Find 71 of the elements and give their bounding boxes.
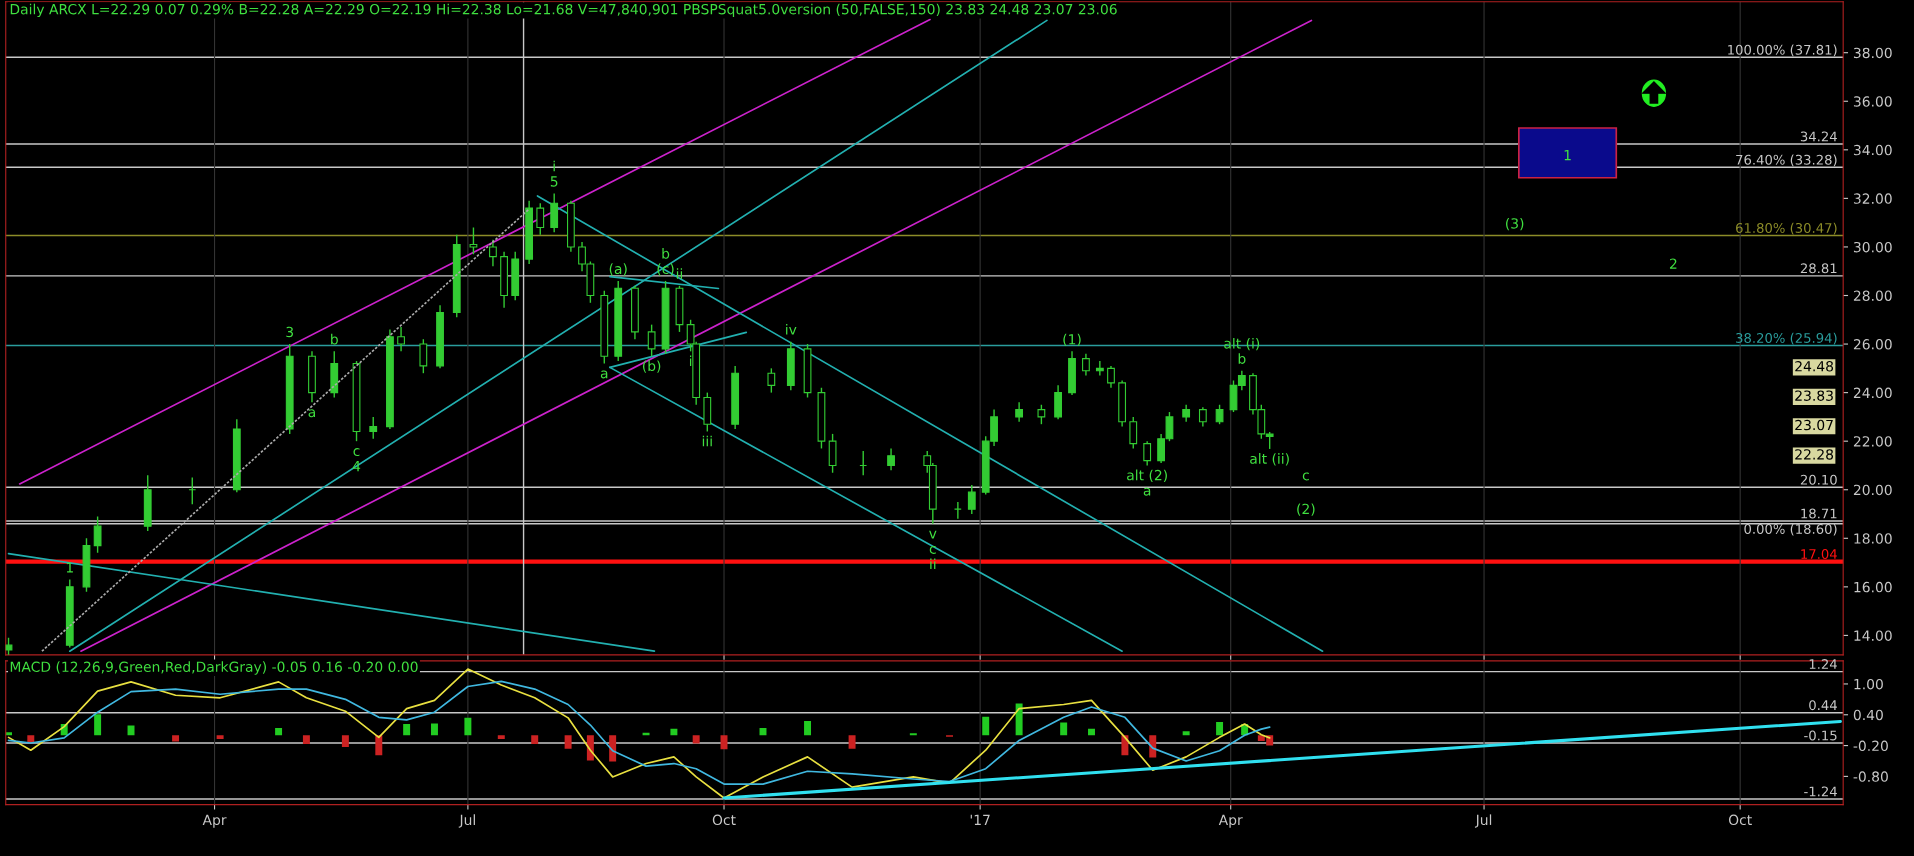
annotation: a [1143,487,1151,496]
annotation: ii [676,268,683,279]
annotation: 5 [550,176,558,187]
x-tick-label: Jul [1474,814,1492,828]
y-tick-label: 24.00 [1853,387,1892,399]
y-tick-label: 32.00 [1853,193,1892,204]
y-tick-label: 22.00 [1853,436,1892,447]
annotation: v [929,530,937,539]
annotation: alt (ii) [1250,453,1289,466]
annotation: i [689,355,692,367]
annotation: c [929,545,936,554]
y-tick-label: 36.00 [1853,96,1892,107]
ref-line-label: 61.80% (30.47) [1736,222,1837,235]
y-tick-label: 38.00 [1853,47,1892,59]
x-tick-label: Jul [458,814,475,828]
annotation: 23.07 [1795,419,1833,431]
annotation: a [308,409,315,418]
annotation: b [331,333,338,345]
x-tick-label: Apr [1218,814,1243,828]
chart-title: Daily ARCX L=22.29 0.07 0.29% B=22.28 A=22.29 O=22.19 Hi=22.38 Lo=21.68 V=47,840,901 PBSPSquat5.0version (50,FALSE,150) 23.83 24.48 23.07 23.06 [10,3,1117,18]
annotation: alt (2) [1127,469,1167,483]
y-tick-label: 26.00 [1853,339,1892,350]
ref-line-label: 18.71 [1801,508,1837,519]
annotation: (2) [1297,503,1315,516]
ref-line-label: 17.04 [1801,549,1837,560]
chart-title: MACD (12,26,9,Green,Red,DarkGray) -0.05 0.16 -0.20 0.00 [10,661,418,675]
annotation: iii [702,435,712,447]
y-tick-label: 28.00 [1853,290,1892,301]
ref-line-label: 1.24 [1809,659,1837,669]
annotation: 23.83 [1795,390,1833,401]
ref-line-label: 0.00% (18.60) [1744,523,1837,536]
y-tick-label: 18.00 [1854,533,1892,544]
annotation: 2 [1669,258,1677,269]
annotation: c [353,448,360,457]
x-tick-label: Oct [712,814,736,826]
y-tick-label: 30.00 [1853,241,1892,253]
y-tick-label: -0.80 [1853,771,1888,782]
annotation: a [600,370,608,379]
annotation: (3) [1506,217,1524,231]
ref-line-label: 0.44 [1809,700,1837,711]
annotation: (b) [643,360,661,373]
y-tick-label: 16.00 [1854,581,1892,593]
annotation: 22.28 [1795,449,1834,460]
x-tick-label: Oct [1728,814,1752,826]
ref-line-label: 20.10 [1800,474,1837,485]
ref-line-label: 100.00% (37.81) [1728,44,1837,57]
annotation: iv [786,324,797,335]
annotation: 1 [66,562,73,573]
y-tick-label: 1.00 [1854,678,1883,690]
x-tick-label: Apr [202,814,227,828]
ref-line-label: 28.81 [1800,263,1837,274]
ref-line-label: -1.24 [1804,786,1837,797]
y-tick-label: -0.20 [1853,740,1888,752]
annotation: 24.48 [1795,360,1834,372]
ref-line-label: 38.20% (25.94) [1736,332,1837,345]
y-tick-label: 14.00 [1854,630,1892,641]
annotation: i [553,160,555,172]
annotation: b [662,248,670,259]
annotation: b [1238,353,1246,364]
y-tick-label: 20.00 [1853,484,1892,496]
annotation: 3 [286,326,294,338]
x-tick-label: '17 [970,814,990,825]
ref-line-label: 76.40% (33.28) [1736,154,1837,167]
annotation: (a) [609,263,627,276]
annotation: 1 [1564,150,1571,161]
y-tick-label: 34.00 [1853,144,1892,156]
ref-line-label: -0.15 [1804,730,1837,741]
y-tick-label: 0.40 [1853,709,1883,721]
annotation: c [1302,472,1309,481]
annotation: (1) [1063,333,1081,347]
ref-line-label: 34.24 [1800,131,1837,142]
